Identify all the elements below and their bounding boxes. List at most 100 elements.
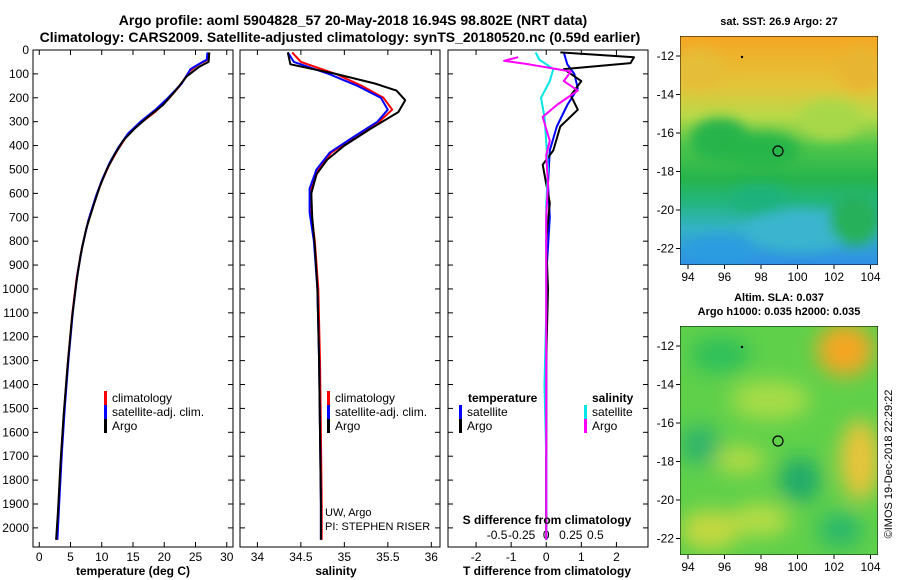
y-tick-label: 400 [9, 139, 29, 153]
sst-argo-marker [772, 145, 784, 157]
lon-tick-label: 102 [824, 270, 844, 284]
lon-tick-label: 94 [681, 270, 695, 284]
sst-track-dot [740, 55, 744, 59]
x2-tick-label: 0.5 [587, 528, 604, 542]
sla-track-dot [740, 345, 744, 349]
x-tick-label: 35 [338, 550, 352, 564]
series-line-argo [55, 52, 211, 540]
y-tick-label: 900 [9, 258, 29, 272]
y-tick-label: 600 [9, 186, 29, 200]
y-tick-label: 2000 [2, 521, 29, 535]
series-line-t-argo [541, 51, 635, 540]
y-tick-label: 1500 [2, 401, 29, 415]
legend-marker-satellite-adj [104, 405, 107, 419]
legend-label-climatology: climatology [335, 391, 395, 405]
y-tick-label: 800 [9, 234, 29, 248]
y-tick-label: 0 [22, 43, 29, 57]
y-tick-label: 200 [9, 91, 29, 105]
y-tick-label: 100 [9, 67, 29, 81]
lon-tick-label: 96 [718, 560, 732, 574]
lat-tick-label: -12 [657, 339, 675, 353]
y-tick-label: 1300 [2, 354, 29, 368]
sla-map-title-1: Altim. SLA: 0.037 [734, 292, 824, 304]
legend-marker-climatology [104, 391, 107, 405]
x-tick-label: 15 [126, 550, 140, 564]
legend-label-s-argo: Argo [592, 419, 618, 433]
lon-tick-label: 104 [860, 270, 880, 284]
lon-tick-label: 104 [860, 560, 880, 574]
lon-tick-label: 102 [824, 560, 844, 574]
sst-axes: -12 -14 -16 -18 -20 -22 94 96 98 100 102 104 [657, 49, 881, 284]
x-tick-label: 0 [543, 550, 550, 564]
legend-label-t-argo: Argo [467, 419, 493, 433]
annotation-uw-argo: UW, Argo [325, 507, 371, 519]
lat-tick-label: -20 [657, 493, 675, 507]
x-tick-label: 2 [613, 550, 620, 564]
lon-tick-label: 96 [718, 270, 732, 284]
y-tick-label: 300 [9, 115, 29, 129]
y-tick-label: 1400 [2, 378, 29, 392]
x-tick-label: 35.5 [376, 550, 400, 564]
sla-argo-marker [772, 435, 784, 447]
legend-label-satellite-adj: satellite-adj. clim. [335, 405, 427, 419]
lat-tick-label: -20 [657, 203, 675, 217]
lon-tick-label: 100 [787, 270, 807, 284]
x2-tick-label: 0.25 [559, 528, 583, 542]
x-tick-label: 1 [578, 550, 585, 564]
difference-series [503, 51, 635, 540]
lat-tick-label: -16 [657, 126, 675, 140]
legend-marker-s-argo [584, 419, 587, 433]
lat-tick-label: -14 [657, 88, 675, 102]
legend-label-s-satellite: satellite [592, 405, 633, 419]
lon-tick-label: 98 [754, 270, 768, 284]
annotation-pi: PI: STEPHEN RISER [325, 521, 430, 533]
sla-map [680, 326, 878, 555]
legend-marker-argo [327, 419, 330, 433]
series-line-climatology [55, 52, 210, 540]
sla-texture [680, 326, 878, 550]
temperature-x-axis: 0 5 10 15 20 25 30 [36, 50, 234, 564]
lon-tick-label: 100 [787, 560, 807, 574]
legend-label-argo: Argo [335, 419, 361, 433]
lat-tick-label: -22 [657, 532, 675, 546]
salinity-x-axis: 34 34.5 35 35.5 36 [251, 50, 439, 564]
t-diff-xlabel: T difference from climatology [463, 564, 631, 578]
series-line-s-argo [503, 56, 579, 540]
salinity-panel-frame [239, 49, 441, 548]
x-tick-label: 34 [251, 550, 265, 564]
lat-tick-label: -18 [657, 165, 675, 179]
salinity-legend: climatology satellite-adj. clim. Argo UW… [325, 391, 430, 533]
salinity-series [286, 51, 407, 540]
y-tick-label: 1600 [2, 425, 29, 439]
x2-tick-label: -0.5 [487, 528, 508, 542]
temperature-legend: climatology satellite-adj. clim. Argo [104, 391, 204, 433]
legend-label-climatology: climatology [112, 391, 172, 405]
legend-marker-argo [104, 419, 107, 433]
footer-timestamp: ©IMOS 19-Dec-2018 22:29:22 [883, 390, 895, 539]
x-tick-label: 36 [425, 550, 439, 564]
lat-tick-label: -18 [657, 455, 675, 469]
difference-legend: temperature satellite Argo salinity sate… [459, 391, 634, 433]
lat-tick-label: -16 [657, 416, 675, 430]
salinity-xlabel: salinity [315, 564, 357, 578]
temperature-series [55, 52, 211, 540]
sst-map [680, 36, 878, 265]
x-tick-label: 5 [67, 550, 74, 564]
y-tick-label: 1100 [3, 306, 29, 320]
title-line-2: Climatology: CARS2009. Satellite-adjuste… [40, 29, 641, 45]
series-line-satellite-adj-clim- [56, 52, 209, 540]
x-tick-label: 30 [220, 550, 234, 564]
legend-label-t-satellite: satellite [467, 405, 508, 419]
x-tick-label: 20 [158, 550, 172, 564]
y-tick-label: 1900 [2, 497, 29, 511]
difference-panel-frame [447, 49, 649, 548]
sst-texture [680, 48, 878, 264]
y-tick-label: 1700 [2, 449, 29, 463]
temperature-xlabel: temperature (deg C) [76, 564, 190, 578]
x-tick-label: -2 [471, 550, 482, 564]
sla-map-title-2: Argo h1000: 0.035 h2000: 0.035 [698, 306, 861, 318]
s-diff-xlabel: S difference from climatology [463, 513, 632, 527]
legend-label-argo: Argo [112, 419, 138, 433]
legend-marker-satellite-adj [327, 405, 330, 419]
y-tick-label: 500 [9, 162, 29, 176]
